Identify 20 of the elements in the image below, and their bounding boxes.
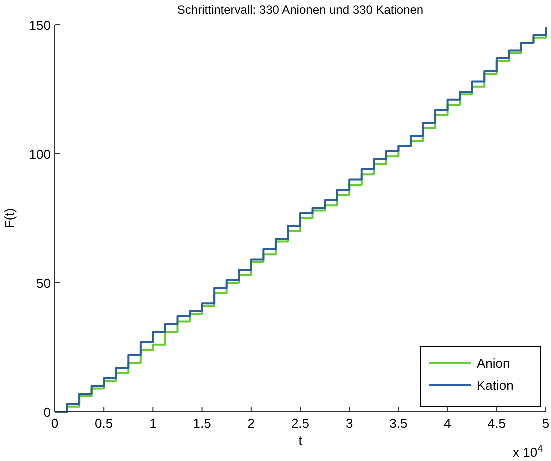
x-axis-title: t: [298, 433, 303, 448]
legend-label: Kation: [477, 378, 514, 393]
x-tick-label: 2.5: [291, 416, 310, 431]
x-tick-label: 1: [150, 416, 157, 431]
x-tick-label: 4: [444, 416, 452, 431]
y-tick-label: 0: [44, 405, 51, 420]
x-tick-label: 3.5: [390, 416, 408, 431]
x-tick-label: 1.5: [193, 416, 212, 431]
y-tick-label: 100: [29, 147, 51, 162]
x-tick-label: 2: [248, 416, 256, 431]
chart-title: Schrittintervall: 330 Anionen und 330 Kationen: [177, 3, 424, 17]
text: x 10$^{4}$: [512, 444, 544, 460]
x-tick-label: 4.5: [488, 416, 506, 431]
legend-label: Anion: [477, 356, 510, 371]
y-axis-title: F(t): [2, 208, 17, 229]
y-tick-label: 50: [36, 276, 51, 291]
y-tick-label: 150: [29, 18, 51, 33]
x-tick-label: 5: [542, 416, 550, 431]
x-tick-label: 0.5: [95, 416, 114, 431]
x-tick-label: 3: [346, 416, 354, 431]
